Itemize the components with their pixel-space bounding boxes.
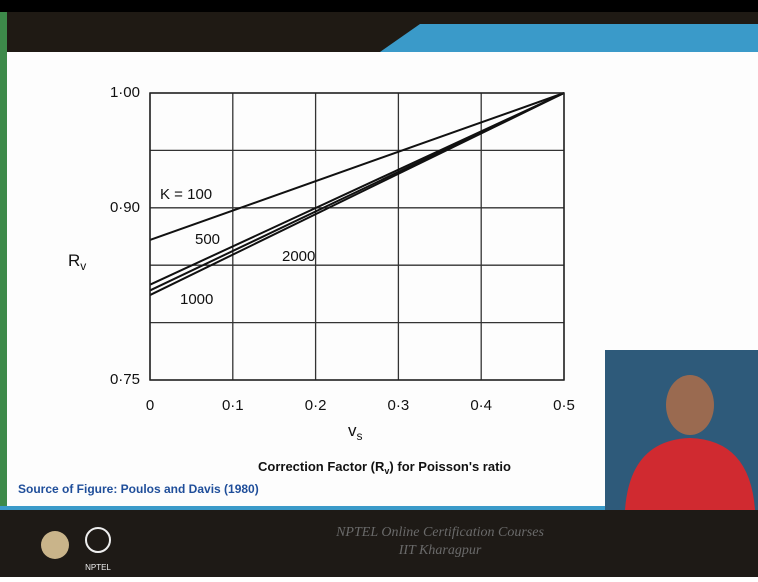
y-tick-label: 1·00 bbox=[110, 84, 140, 101]
left-edge bbox=[0, 12, 7, 577]
x-tick-label: 0·1 bbox=[222, 397, 244, 414]
header-stripe bbox=[380, 24, 758, 52]
x-tick-label: 0·4 bbox=[470, 397, 492, 414]
logo-iit bbox=[41, 531, 69, 559]
x-label-sub: s bbox=[357, 429, 363, 443]
series-label: 2000 bbox=[282, 248, 315, 265]
footer-line: NPTEL Online Certification Courses bbox=[335, 525, 544, 540]
logo-text: NPTEL bbox=[85, 563, 111, 572]
footer-line: IIT Kharagpur bbox=[398, 543, 482, 558]
x-tick-label: 0·5 bbox=[553, 397, 575, 414]
y-label-sub: v bbox=[80, 259, 86, 273]
source-note: Source of Figure: Poulos and Davis (1980… bbox=[18, 482, 259, 496]
slide: NPTEL NPTEL Online Certification Courses… bbox=[0, 0, 758, 577]
x-tick-label: 0 bbox=[146, 397, 154, 414]
footer-band bbox=[0, 510, 758, 577]
series-label: 500 bbox=[195, 231, 220, 248]
top-bar bbox=[0, 0, 758, 12]
presenter-head bbox=[666, 375, 714, 435]
caption-part: Correction Factor (R bbox=[258, 459, 385, 474]
series-label: 1000 bbox=[180, 291, 213, 308]
y-tick-label: 0·75 bbox=[110, 371, 140, 388]
caption-part: ) for Poisson's ratio bbox=[389, 459, 511, 474]
y-tick-label: 0·90 bbox=[110, 199, 140, 216]
series-label: K = 100 bbox=[160, 186, 212, 203]
x-tick-label: 0·2 bbox=[305, 397, 327, 414]
y-label-main: R bbox=[68, 251, 80, 270]
x-tick-label: 0·3 bbox=[388, 397, 410, 414]
